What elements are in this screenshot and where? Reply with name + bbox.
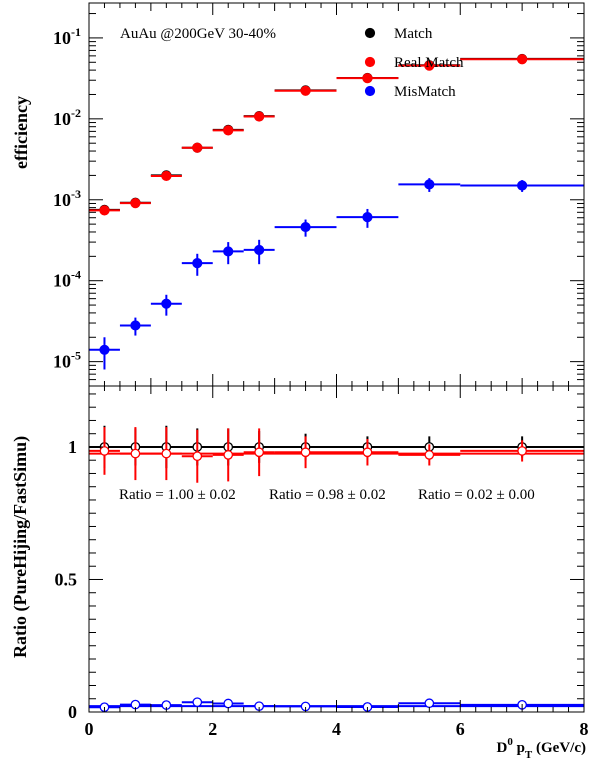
- top-panel-frame: [88, 2, 585, 387]
- data-point: [300, 85, 311, 96]
- data-point: [161, 448, 172, 459]
- bottom-panel-frame: [88, 385, 585, 713]
- y-tick-label-exponent: -2: [71, 106, 81, 120]
- series-mismatch: [89, 697, 584, 713]
- x-tick-label: 2: [208, 719, 217, 739]
- y-tick-label-base: 10: [53, 109, 71, 129]
- y-tick-label-base: 10: [53, 28, 71, 48]
- legend-label-real_match: Real Match: [394, 55, 464, 71]
- data-point: [161, 170, 172, 182]
- data-point: [99, 205, 110, 216]
- data-point: [223, 246, 234, 257]
- data-point: [223, 125, 234, 136]
- top-panel-marks: [89, 53, 584, 370]
- x-axis-title: D0 pT (GeV/c): [496, 736, 586, 761]
- x-axis-title-superscript: 0: [507, 736, 513, 748]
- ratio-text-real-match: Ratio = 0.98 ± 0.02: [269, 487, 386, 503]
- data-point: [223, 698, 234, 709]
- y-tick-label: 10-3: [53, 187, 81, 210]
- y-tick-label: 10-4: [53, 268, 81, 291]
- data-point: [161, 298, 172, 309]
- series-real_match: [89, 54, 584, 216]
- data-point: [192, 258, 203, 269]
- data-point: [130, 197, 141, 209]
- bottom-panel-ylabel: Ratio (PureHijing/FastSimu): [10, 436, 31, 658]
- data-point: [424, 698, 435, 709]
- x-axis-title-subscript: T: [525, 749, 533, 761]
- y-tick-label-base: 10: [53, 190, 71, 210]
- data-point: [99, 344, 110, 355]
- data-point: [362, 212, 373, 223]
- legend-label-mismatch: MisMatch: [394, 84, 456, 100]
- top-panel-legend: Match Real Match MisMatch: [364, 26, 464, 100]
- data-point: [99, 446, 110, 456]
- data-point: [517, 180, 528, 191]
- data-point: [300, 447, 311, 458]
- series-real_match: [89, 427, 584, 483]
- data-point: [254, 111, 265, 122]
- data-point: [517, 446, 527, 456]
- y-tick-label-exponent: -4: [71, 268, 81, 282]
- y-tick-label: 10-1: [53, 25, 81, 48]
- data-point: [192, 142, 203, 153]
- x-axis-title-mid: p: [513, 740, 525, 756]
- data-point: [300, 221, 311, 233]
- data-point: [254, 447, 265, 458]
- y-tick-label-base: 10: [53, 271, 71, 291]
- top-panel-axes: 10-510-410-310-210-1: [53, 3, 585, 386]
- series-mismatch: [89, 178, 584, 370]
- y-tick-label: 0.5: [55, 569, 78, 589]
- top-panel-annotation: AuAu @200GeV 30-40%: [120, 26, 276, 42]
- data-point: [254, 244, 265, 256]
- legend-label-match: Match: [394, 26, 433, 42]
- y-tick-label: 0: [68, 702, 77, 722]
- x-tick-label: 0: [85, 719, 94, 739]
- ratio-text-mismatch: Ratio = 0.02 ± 0.00: [418, 487, 535, 503]
- data-point: [223, 450, 234, 460]
- y-tick-label: 10-5: [53, 349, 81, 372]
- legend-marker-mismatch: [364, 85, 376, 97]
- bottom-panel: 0 2 4 6 8 0 0.5 1 Ratio (PureHijing/FastSimu) R…: [10, 385, 589, 739]
- data-point: [424, 179, 435, 190]
- top-panel: 10-510-410-310-210-1 AuAu @200GeV 30-40%…: [11, 2, 585, 387]
- data-point: [517, 54, 528, 65]
- y-tick-label: 1: [68, 437, 77, 457]
- y-tick-label-base: 10: [53, 352, 71, 372]
- data-point: [424, 450, 435, 460]
- y-tick-label-exponent: -1: [71, 25, 81, 39]
- bottom-panel-axes: 0 2 4 6 8 0 0.5 1: [55, 386, 589, 739]
- data-point: [130, 320, 141, 331]
- data-point: [424, 60, 435, 71]
- data-point: [130, 448, 141, 459]
- x-tick-label: 4: [332, 719, 341, 739]
- x-tick-label: 8: [580, 719, 589, 739]
- legend-marker-match: [364, 27, 376, 39]
- series-match: [89, 425, 584, 469]
- data-point: [192, 451, 203, 462]
- data-point: [192, 697, 203, 708]
- y-tick-label-exponent: -5: [71, 349, 81, 363]
- x-tick-label: 6: [456, 719, 465, 739]
- top-panel-ylabel: efficiency: [11, 96, 31, 169]
- data-point: [362, 447, 373, 458]
- x-axis-title-base: D: [496, 740, 507, 756]
- y-tick-label-exponent: -3: [71, 187, 81, 201]
- bottom-panel-marks: [89, 425, 584, 713]
- x-axis-title-tail: (GeV/c): [532, 740, 586, 756]
- y-tick-label: 10-2: [53, 106, 81, 129]
- data-point: [362, 73, 373, 84]
- legend-marker-real_match: [364, 56, 376, 68]
- ratio-text-match: Ratio = 1.00 ± 0.02: [119, 487, 236, 503]
